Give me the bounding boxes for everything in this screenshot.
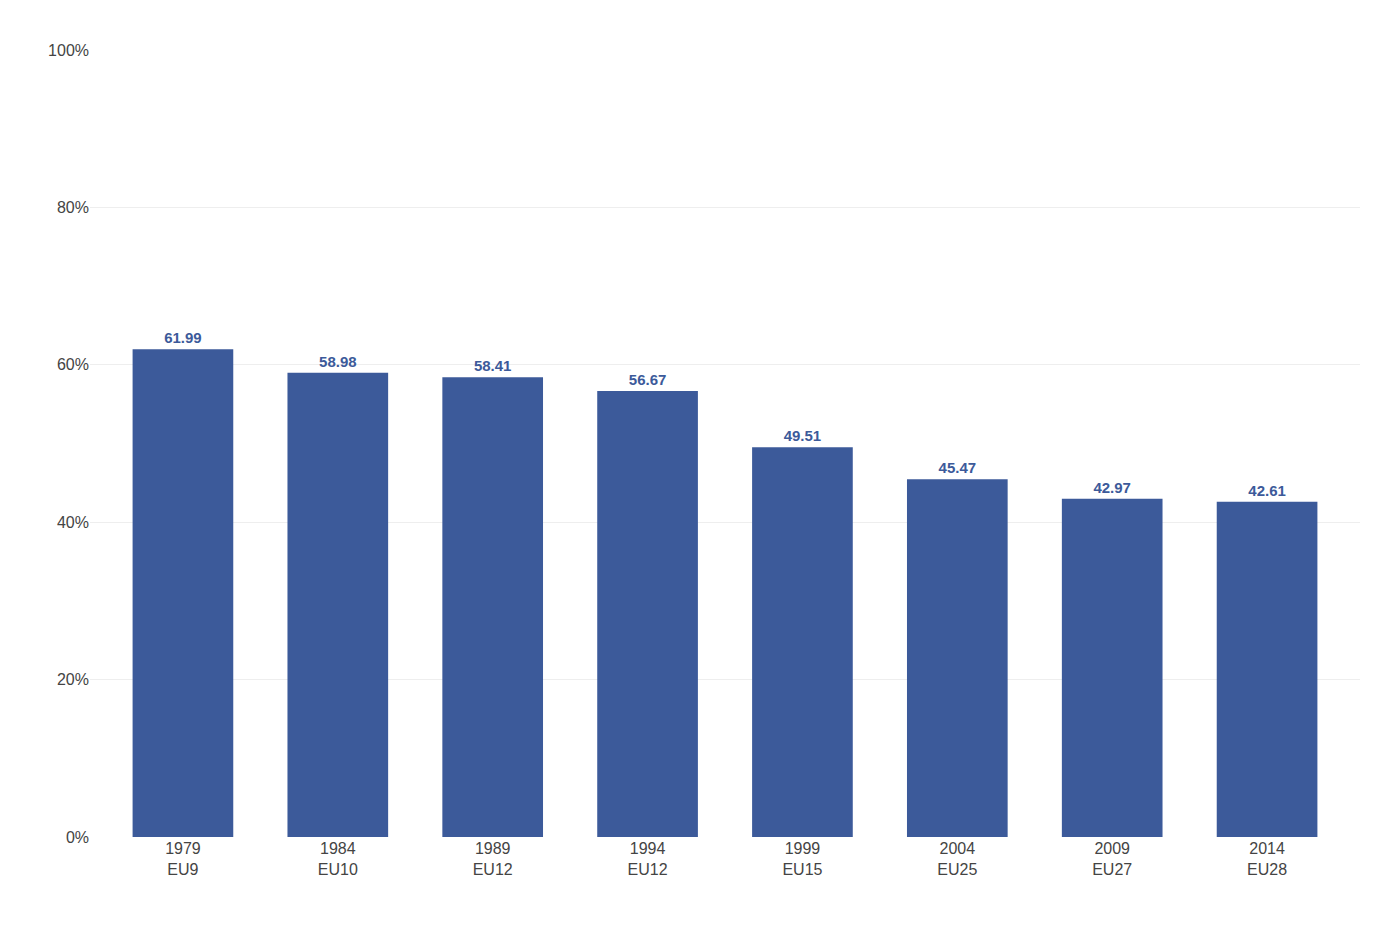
svg-text:1999EU15: 1999EU15 [782, 840, 822, 878]
svg-text:42.97: 42.97 [1093, 479, 1131, 496]
svg-text:58.41: 58.41 [474, 357, 512, 374]
svg-text:2009EU27: 2009EU27 [1092, 840, 1132, 878]
svg-text:49.51: 49.51 [784, 427, 822, 444]
svg-text:2004EU25: 2004EU25 [937, 840, 977, 878]
svg-text:0%: 0% [66, 829, 89, 846]
svg-text:40%: 40% [57, 514, 89, 531]
svg-text:61.99: 61.99 [164, 329, 202, 346]
svg-text:1994EU12: 1994EU12 [628, 840, 668, 878]
svg-text:42.61: 42.61 [1248, 482, 1286, 499]
svg-text:20%: 20% [57, 671, 89, 688]
svg-text:60%: 60% [57, 356, 89, 373]
svg-text:45.47: 45.47 [939, 459, 977, 476]
svg-text:80%: 80% [57, 199, 89, 216]
svg-text:58.98: 58.98 [319, 353, 357, 370]
svg-text:56.67: 56.67 [629, 371, 667, 388]
svg-text:2014EU28: 2014EU28 [1247, 840, 1287, 878]
svg-text:1984EU10: 1984EU10 [318, 840, 358, 878]
svg-text:100%: 100% [48, 42, 89, 59]
svg-text:1979EU9: 1979EU9 [165, 840, 201, 878]
svg-text:1989EU12: 1989EU12 [473, 840, 513, 878]
